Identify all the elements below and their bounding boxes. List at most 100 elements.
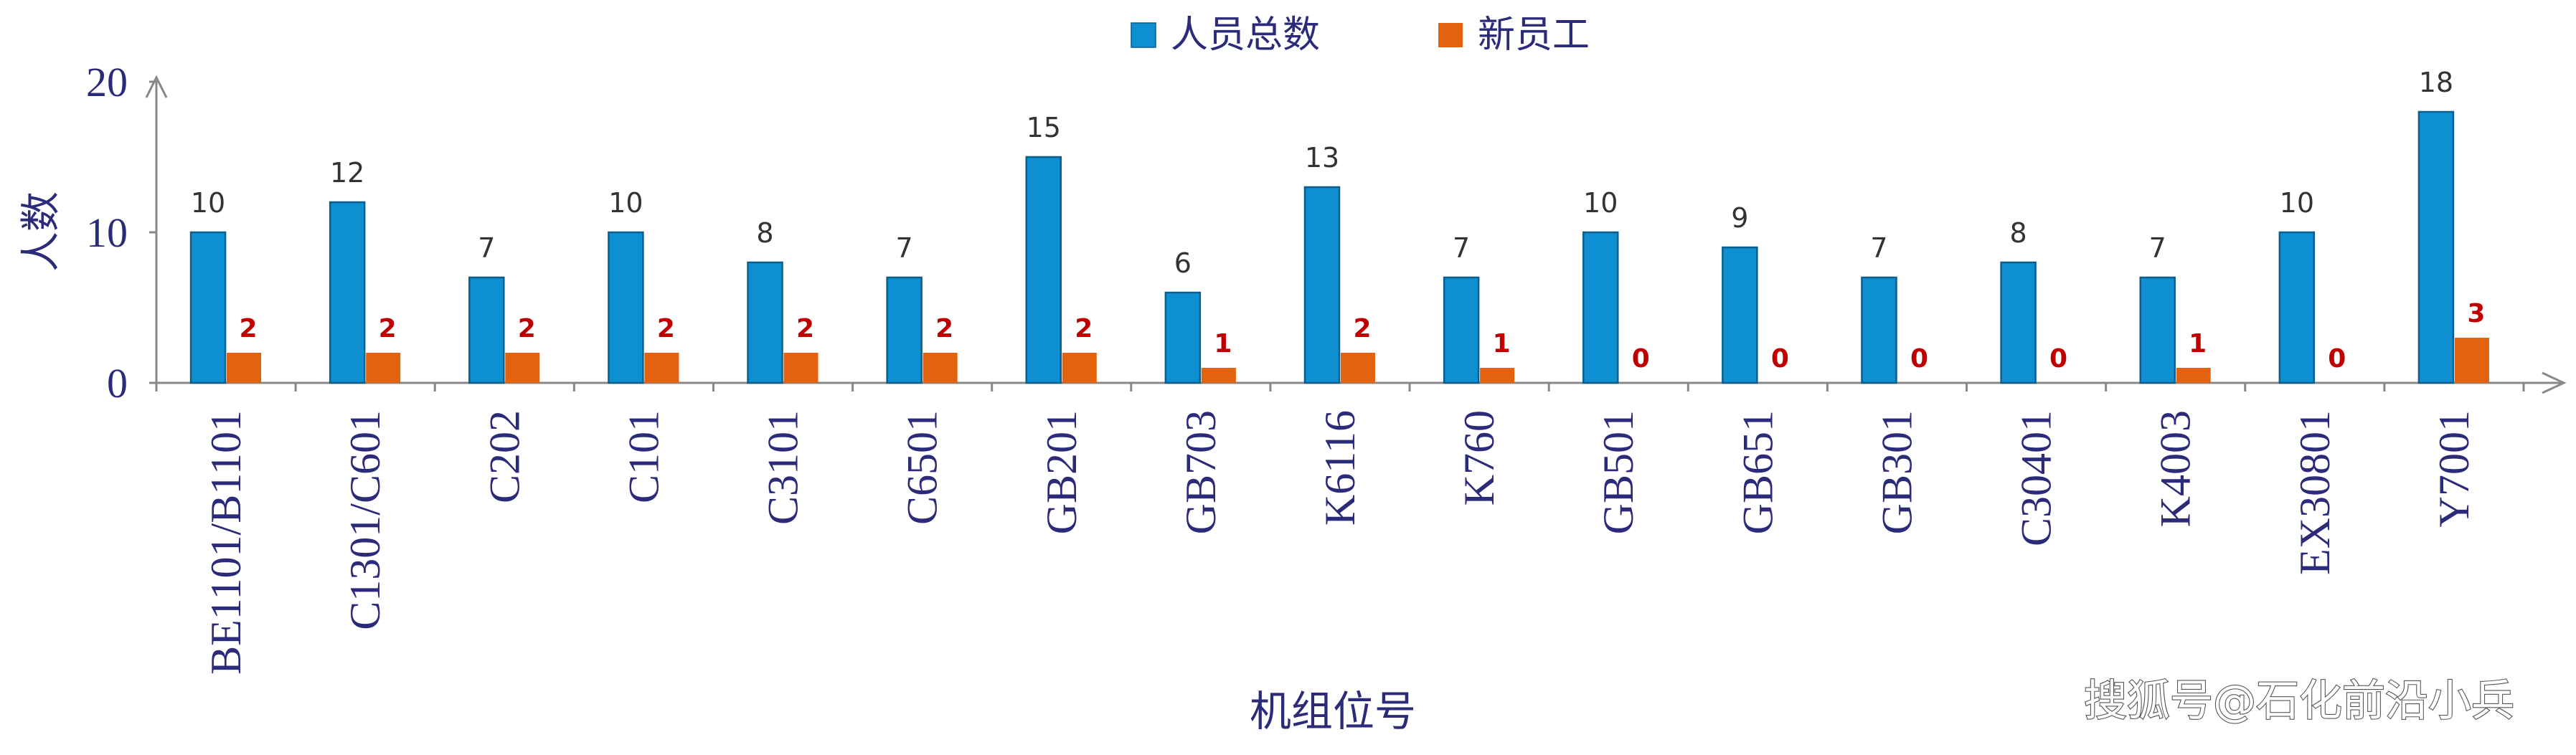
category-label: GB703 <box>1177 410 1225 534</box>
bar-total <box>1443 276 1480 384</box>
bar-new <box>644 353 679 383</box>
x-axis-arrow <box>2542 371 2567 394</box>
data-label-total: 7 <box>896 232 913 264</box>
legend-swatch-total <box>1131 22 1156 48</box>
data-label-new: 1 <box>2189 329 2207 358</box>
category-label: K760 <box>1456 410 1503 505</box>
data-label-total: 7 <box>1453 232 1470 264</box>
data-label-new: 0 <box>1771 344 1789 374</box>
x-ticks <box>155 383 2525 391</box>
bar-total <box>329 201 366 384</box>
data-label-total: 7 <box>1870 232 1887 264</box>
category-labels: BE1101/B1101 C1301/C601 C202 C101 C3101 C6501… <box>202 410 2478 675</box>
legend-label-total: 人员总数 <box>1171 14 1320 57</box>
data-label-new: 2 <box>657 314 675 343</box>
bar-new <box>1062 353 1097 383</box>
data-label-total: 12 <box>330 157 364 189</box>
data-label-total: 18 <box>2419 67 2453 98</box>
data-label-total: 7 <box>2149 232 2166 264</box>
bar-new <box>923 353 958 383</box>
data-label-new: 2 <box>935 314 953 343</box>
value-labels: 10 2 12 2 7 2 10 2 8 2 7 2 15 2 6 1 13 2 7 1 10 0 9 0 7 0 8 0 7 1 10 0 1… <box>191 67 2486 374</box>
category-label: GB501 <box>1595 410 1642 534</box>
data-label-total: 15 <box>1027 112 1061 143</box>
y-ticks: 0 10 20 <box>86 59 156 407</box>
bar-new <box>1480 368 1515 383</box>
bar-total <box>747 261 783 384</box>
bar-new <box>227 353 262 383</box>
bar-total <box>2000 261 2037 384</box>
category-label: C6501 <box>899 410 946 525</box>
data-label-new: 2 <box>1075 314 1093 343</box>
bar-total <box>2278 231 2316 384</box>
legend: 人员总数 新员工 <box>1131 14 1590 57</box>
data-label-total: 8 <box>756 217 773 249</box>
y-tick-label: 0 <box>107 360 128 407</box>
bar-total <box>1582 231 1619 384</box>
bar-new <box>366 353 401 383</box>
bar-total <box>189 231 227 384</box>
data-label-new: 1 <box>1493 329 1511 358</box>
x-axis-title: 机组位号 <box>1250 687 1416 736</box>
data-label-new: 2 <box>796 314 814 343</box>
category-label: C202 <box>481 410 528 503</box>
data-label-new: 2 <box>379 314 397 343</box>
bar-new <box>783 353 818 383</box>
data-label-total: 10 <box>2280 187 2314 219</box>
category-label: K6116 <box>1316 410 1364 526</box>
category-label: GB201 <box>1038 410 1085 534</box>
category-label: K4003 <box>2152 410 2199 527</box>
data-label-total: 9 <box>1731 202 1748 234</box>
legend-label-new: 新员工 <box>1478 14 1590 57</box>
data-label-total: 10 <box>191 187 225 219</box>
category-label: GB301 <box>1873 410 1920 534</box>
data-label-new: 0 <box>2328 344 2346 374</box>
bar-total <box>1861 276 1897 384</box>
bar-total <box>886 276 923 384</box>
category-label: Y7001 <box>2430 410 2478 527</box>
category-label: GB651 <box>1734 410 1781 534</box>
bar-total <box>1303 186 1341 384</box>
bar-new <box>505 353 540 383</box>
bar-total <box>468 276 505 384</box>
watermark-text: 搜狐号@石化前沿小兵 <box>2084 676 2514 726</box>
bar-total <box>608 231 644 384</box>
bar-new <box>1201 368 1236 383</box>
data-label-new: 0 <box>1910 344 1928 374</box>
data-label-total: 10 <box>1583 187 1618 219</box>
bar-new <box>2176 368 2211 383</box>
data-label-total: 8 <box>2009 217 2027 249</box>
data-label-new: 2 <box>518 314 536 343</box>
data-label-new: 2 <box>240 314 258 343</box>
bar-total <box>1722 246 1758 384</box>
data-label-total: 7 <box>478 232 495 264</box>
bar-total <box>2417 110 2455 384</box>
category-label: C1301/C601 <box>341 410 389 630</box>
data-label-total: 6 <box>1174 247 1192 279</box>
bars <box>189 110 2489 384</box>
category-label: EX30801 <box>2291 410 2339 575</box>
data-label-new: 3 <box>2467 299 2485 328</box>
data-label-total: 10 <box>608 187 643 219</box>
data-label-new: 0 <box>1632 344 1650 374</box>
data-label-new: 1 <box>1214 329 1232 358</box>
category-label: BE1101/B1101 <box>202 410 250 675</box>
bar-total <box>2139 276 2176 384</box>
bar-new <box>2454 338 2489 383</box>
data-label-new: 2 <box>1353 314 1371 343</box>
legend-swatch-new <box>1438 23 1463 47</box>
bar-total <box>1025 156 1062 384</box>
y-axis: 人数 <box>18 75 168 387</box>
y-axis-arrow <box>145 75 168 98</box>
data-label-new: 0 <box>2049 344 2067 374</box>
category-label: C3101 <box>760 410 807 525</box>
category-label: C101 <box>620 410 667 503</box>
bar-new <box>1341 353 1375 383</box>
bar-total <box>1164 291 1202 384</box>
category-label: C30401 <box>2013 410 2060 546</box>
y-tick-label: 10 <box>86 209 128 256</box>
y-tick-label: 20 <box>86 59 128 105</box>
y-axis-title: 人数 <box>18 191 65 272</box>
data-label-total: 13 <box>1305 142 1339 174</box>
